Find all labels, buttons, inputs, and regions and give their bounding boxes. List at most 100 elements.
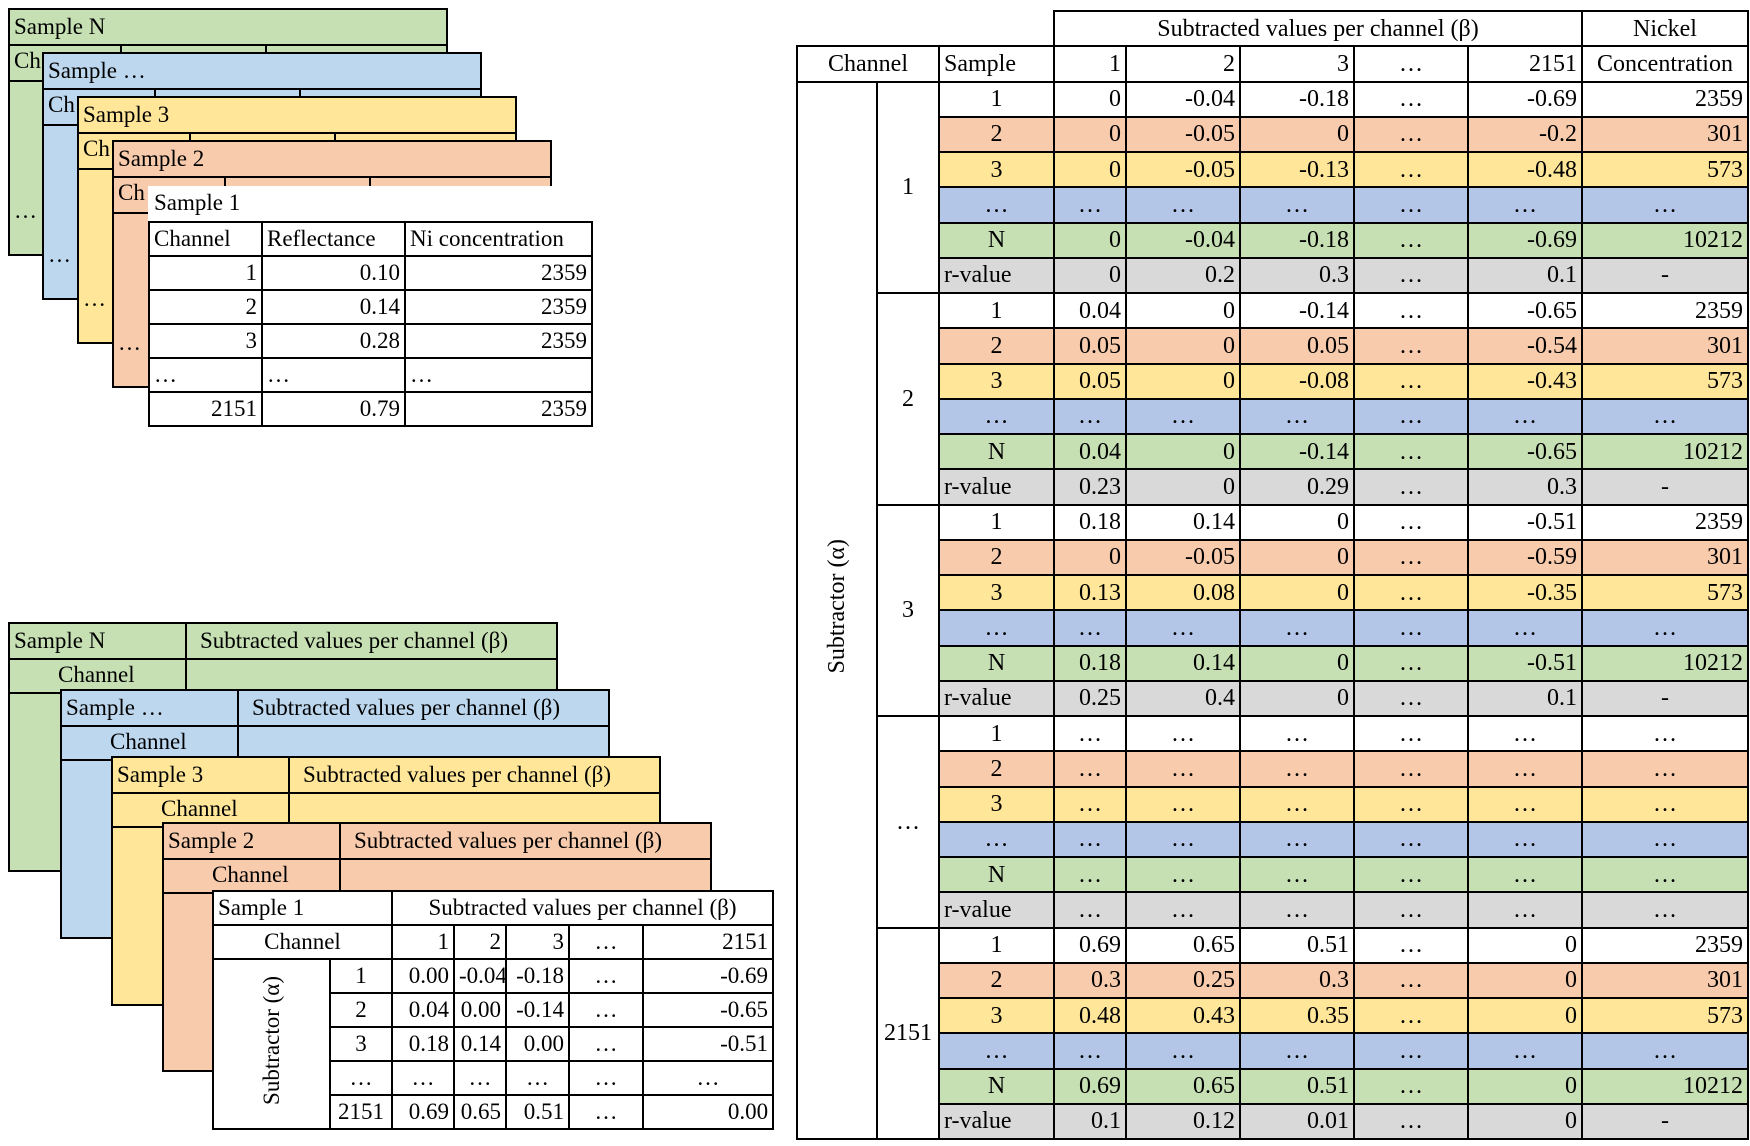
value-cell: … bbox=[1353, 362, 1469, 400]
sample-n-title: Sample N bbox=[14, 14, 106, 39]
reflectance-table: Channel Reflectance Ni concentration 1 0.… bbox=[148, 221, 593, 427]
nickel-cell: 2359 bbox=[1581, 291, 1749, 330]
value-cell: … bbox=[1239, 714, 1355, 753]
row-header: 2 bbox=[329, 992, 393, 1028]
table-row: 3 1 0.18 0.14 0… -0.51 2359 bbox=[797, 503, 1749, 717]
table-row: N 0.69 0.65 0.51… 0 10212 bbox=[797, 1067, 1749, 1105]
nickel-cell: 301 bbox=[1581, 327, 1749, 365]
table-cell: 2359 bbox=[404, 391, 593, 427]
sample-cell: N bbox=[938, 432, 1055, 471]
sample-cell: r-value bbox=[938, 256, 1055, 295]
sample-cell: 3 bbox=[938, 150, 1055, 189]
table-cell: 3 bbox=[148, 323, 263, 359]
table-row: r-value……………… bbox=[797, 891, 1749, 929]
row-header: … bbox=[329, 1060, 393, 1096]
value-cell: … bbox=[1053, 750, 1127, 788]
table-row: … 1……………… bbox=[797, 714, 1749, 929]
subtractor-channel: 1 bbox=[876, 80, 940, 294]
nickel-cell: 573 bbox=[1581, 573, 1749, 612]
value-cell: … bbox=[1053, 186, 1127, 224]
value-cell: … bbox=[1467, 186, 1583, 224]
value-cell: 0 bbox=[1467, 926, 1583, 964]
value-cell: -0.54 bbox=[1467, 327, 1583, 365]
value-cell: 0.3 bbox=[1239, 256, 1355, 295]
value-cell: 0 bbox=[1239, 644, 1355, 682]
value-cell: 0 bbox=[1125, 468, 1241, 506]
group-header: Subtracted values per channel (β) bbox=[200, 628, 509, 653]
nickel-cell: - bbox=[1581, 256, 1749, 295]
sample-cell: … bbox=[938, 820, 1055, 859]
sample-cell: … bbox=[938, 1032, 1055, 1070]
value-cell: … bbox=[1353, 150, 1469, 189]
group-header: Subtracted values per channel (β) bbox=[354, 828, 663, 853]
table-row: 3 0 -0.05 -0.13… -0.48 573 bbox=[797, 150, 1749, 189]
value-cell: 0.3 bbox=[1467, 468, 1583, 506]
value-cell: 0 bbox=[1467, 996, 1583, 1035]
channel-label: Channel bbox=[796, 45, 940, 83]
value-cell: 0.69 bbox=[1053, 926, 1127, 964]
value-cell: -0.48 bbox=[1467, 150, 1583, 189]
value-cell: 0 bbox=[1053, 538, 1127, 577]
sample-cell: 1 bbox=[938, 80, 1055, 118]
value-cell: 0.08 bbox=[1125, 573, 1241, 612]
table-cell: -0.14 bbox=[505, 992, 570, 1028]
table-cell: 0.00 bbox=[453, 992, 507, 1028]
table-cell: … bbox=[148, 357, 263, 393]
value-cell: 0.4 bbox=[1125, 679, 1241, 718]
table-row: N 0.04 0 -0.14… -0.65 10212 bbox=[797, 432, 1749, 471]
value-cell: -0.14 bbox=[1239, 432, 1355, 471]
nickel-cell: 573 bbox=[1581, 996, 1749, 1035]
value-cell: … bbox=[1467, 785, 1583, 823]
value-cell: 0.43 bbox=[1125, 996, 1241, 1035]
value-cell: -0.05 bbox=[1125, 115, 1241, 154]
sample-cell: 3 bbox=[938, 996, 1055, 1035]
value-cell: … bbox=[1125, 1032, 1241, 1070]
value-cell: … bbox=[1353, 397, 1469, 436]
value-cell: … bbox=[1353, 1102, 1469, 1141]
nickel-cell: … bbox=[1581, 785, 1749, 823]
table-cell: 0.00 bbox=[641, 1094, 775, 1130]
sample-cell: 1 bbox=[938, 714, 1055, 753]
value-cell: … bbox=[1239, 785, 1355, 823]
table-row: 2 0 -0.05 0… -0.59 301 bbox=[797, 538, 1749, 577]
table-row: r-value 0.1 0.12 0.01… 0- bbox=[797, 1102, 1749, 1141]
value-cell: … bbox=[1125, 855, 1241, 894]
value-cell: … bbox=[1125, 609, 1241, 647]
sample-cell: 2 bbox=[938, 327, 1055, 365]
sample-cell: 1 bbox=[938, 291, 1055, 330]
sample-cell: N bbox=[938, 644, 1055, 682]
value-cell: 0 bbox=[1125, 327, 1241, 365]
value-cell: 0.14 bbox=[1125, 644, 1241, 682]
sample-cell: … bbox=[938, 186, 1055, 224]
table-row: r-value 0.23 0 0.29… 0.3- bbox=[797, 468, 1749, 506]
value-cell: 0.04 bbox=[1053, 291, 1127, 330]
value-cell: 0 bbox=[1053, 256, 1127, 295]
value-cell: -0.18 bbox=[1239, 221, 1355, 259]
value-cell: … bbox=[1239, 1032, 1355, 1070]
value-cell: 0.69 bbox=[1053, 1067, 1127, 1105]
group-header: Subtracted values per channel (β) bbox=[390, 890, 775, 926]
value-cell: … bbox=[1353, 855, 1469, 894]
value-cell: … bbox=[1467, 750, 1583, 788]
nickel-header-line1: Nickel bbox=[1581, 9, 1749, 48]
sample-cell: N bbox=[938, 221, 1055, 259]
sample-ellipsis-title: Sample … bbox=[66, 695, 164, 720]
table-cell: … bbox=[453, 1060, 507, 1096]
table-row: N……………… bbox=[797, 855, 1749, 894]
value-cell: -0.04 bbox=[1125, 80, 1241, 118]
table-row: ………………… bbox=[797, 1032, 1749, 1070]
value-cell: … bbox=[1467, 609, 1583, 647]
value-cell: 0.3 bbox=[1053, 961, 1127, 1000]
table-row: 2151 1 0.69 0.65 0.51… 0 2359 bbox=[797, 926, 1749, 1140]
value-cell: -0.05 bbox=[1125, 538, 1241, 577]
value-cell: 0.1 bbox=[1467, 256, 1583, 295]
nickel-cell: 301 bbox=[1581, 961, 1749, 1000]
value-cell: … bbox=[1239, 186, 1355, 224]
value-cell: … bbox=[1353, 256, 1469, 295]
value-cell: 0 bbox=[1053, 150, 1127, 189]
column-header: 2151 bbox=[1467, 45, 1583, 83]
table-cell: -0.04 bbox=[453, 958, 507, 994]
value-cell: … bbox=[1239, 891, 1355, 929]
value-cell: 0.05 bbox=[1239, 327, 1355, 365]
subtractor-channel: … bbox=[876, 715, 940, 929]
